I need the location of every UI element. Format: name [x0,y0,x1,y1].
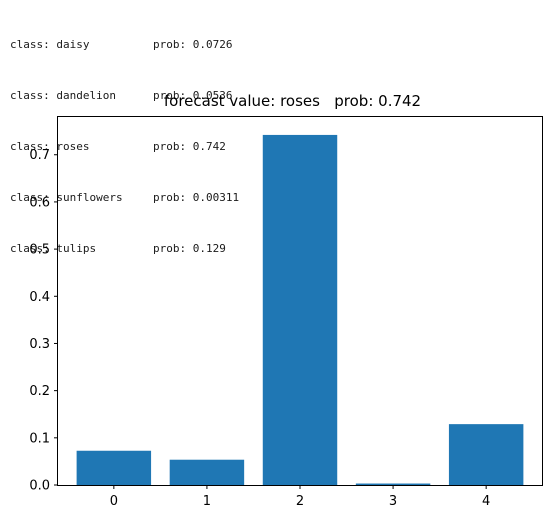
log-class-text: class: daisy [10,38,90,51]
x-tick-label: 3 [389,494,397,509]
log-line-dandelion: class: dandelion prob: 0.0536 [10,87,239,104]
x-tick-label: 4 [482,494,490,509]
log-line-roses: class: roses prob: 0.742 [10,138,239,155]
y-tick-label: 0.5 [29,243,50,258]
y-tick-label: 0.4 [29,290,50,305]
log-class-text: class: roses [10,140,90,153]
y-tick-label: 0.6 [29,195,50,210]
bar-3 [355,483,431,485]
log-class-text: class: tulips [10,242,97,255]
y-tick-label: 0.7 [29,148,50,163]
chart-title: forecast value: roses prob: 0.742 [163,92,422,110]
log-class-text: class: sunflowers [10,191,123,204]
output-log: class: daisy prob: 0.0726 class: dandelio… [10,2,239,274]
log-prob-text: prob: 0.742 [153,140,226,153]
bar-1 [169,459,245,485]
bars-group [76,134,524,485]
y-tick-label: 0.0 [29,479,50,494]
bar-2 [262,134,338,485]
y-tick-label: 0.2 [29,384,50,399]
bar-0 [76,450,152,485]
log-line-sunflowers: class: sunflowers prob: 0.00311 [10,189,239,206]
y-tick-label: 0.1 [29,431,50,446]
log-prob-text: prob: 0.0536 [153,89,233,102]
x-tick-label: 1 [203,494,211,509]
bar-4 [448,424,524,485]
y-tick-label: 0.3 [29,337,50,352]
plot-frame [57,116,543,486]
log-prob-text: prob: 0.00311 [153,191,240,204]
log-line-daisy: class: daisy prob: 0.0726 [10,36,239,53]
log-class-text: class: dandelion [10,89,116,102]
x-tick-label: 0 [110,494,118,509]
ticks-group: 0 1 2 3 4 0.0 0.1 0.2 0.3 0.4 0.5 0.6 0.7 [29,148,490,509]
x-tick-label: 2 [296,494,304,509]
log-prob-text: prob: 0.0726 [153,38,233,51]
log-prob-text: prob: 0.129 [153,242,226,255]
log-line-tulips: class: tulips prob: 0.129 [10,240,239,257]
